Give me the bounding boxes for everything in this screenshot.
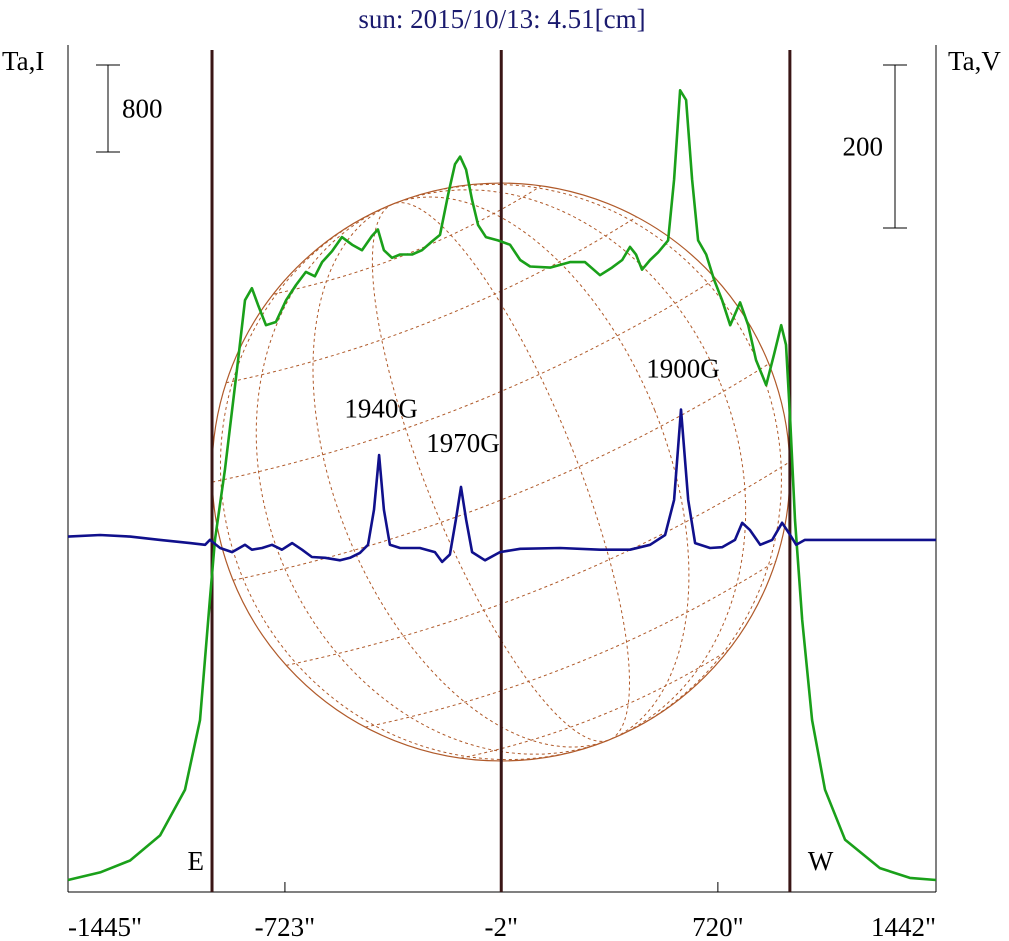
parallel bbox=[460, 649, 729, 759]
x-tick-label: 720" bbox=[692, 912, 744, 941]
x-tick-label: 1442" bbox=[871, 912, 936, 941]
parallel bbox=[273, 185, 542, 295]
x-tick-label: -2" bbox=[484, 912, 518, 941]
series-line bbox=[67, 408, 936, 564]
parallel bbox=[286, 461, 790, 666]
parallel bbox=[232, 363, 770, 581]
chart-title: sun: 2015/10/13: 4.51[cm] bbox=[358, 4, 645, 34]
annotation: 1940G bbox=[344, 394, 418, 424]
meridian bbox=[255, 189, 747, 755]
x-tick-label: -1445" bbox=[68, 912, 142, 941]
y-axis-label: Ta,I bbox=[2, 46, 44, 76]
scale-bar-label: 200 bbox=[843, 132, 884, 162]
scale-bar bbox=[96, 64, 120, 153]
y2-axis-label: Ta,V bbox=[948, 46, 1001, 76]
parallel bbox=[212, 278, 716, 483]
limb-label: E bbox=[188, 846, 205, 876]
series-line bbox=[67, 89, 937, 882]
annotation: 1970G bbox=[426, 428, 500, 458]
parallel bbox=[365, 560, 777, 728]
limb-label: W bbox=[808, 846, 834, 876]
x-tick-label: -723" bbox=[255, 912, 316, 941]
parallel bbox=[226, 216, 637, 384]
scale-bar bbox=[883, 64, 907, 229]
annotation: 1900G bbox=[646, 354, 720, 384]
meridian bbox=[312, 196, 690, 748]
scale-bar-label: 800 bbox=[122, 94, 163, 124]
